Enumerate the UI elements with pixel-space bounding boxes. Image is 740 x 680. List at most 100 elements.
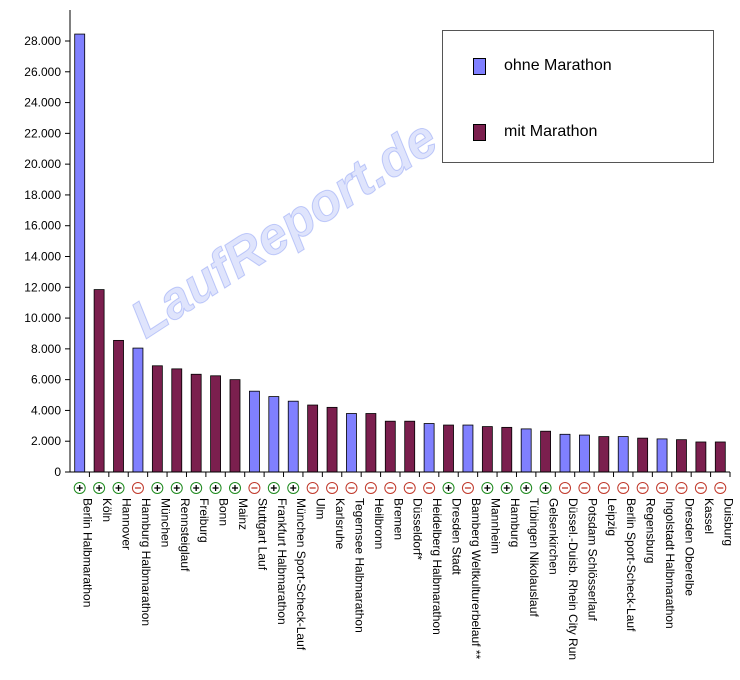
plus-circle-icon <box>190 482 203 494</box>
y-tick-label: 8.000 <box>31 342 61 356</box>
legend-label-ohne: ohne Marathon <box>504 57 612 74</box>
x-axis <box>70 471 731 477</box>
minus-circle-icon <box>578 482 591 494</box>
x-tick-label: Bamberg Weltkulturerbelauf ** <box>469 498 483 660</box>
bar <box>617 436 629 473</box>
x-tick-label: Mannheim <box>488 498 502 554</box>
y-tick-label: 10.000 <box>24 311 61 325</box>
y-tick-label: 28.000 <box>24 34 61 48</box>
plus-circle-icon <box>287 482 300 494</box>
plus-circle-icon <box>93 482 106 494</box>
plus-circle-icon <box>112 482 125 494</box>
y-tick-label: 0 <box>54 465 61 479</box>
x-tick-label: Dresden Stadt <box>450 498 464 575</box>
x-tick-label: Ingolstadt Halbmarathon <box>663 498 677 629</box>
legend-label-mit: mit Marathon <box>504 123 598 140</box>
x-tick-label: Ulm <box>314 498 328 519</box>
bar <box>404 420 416 473</box>
plus-circle-icon <box>209 482 222 494</box>
y-tick-label: 26.000 <box>24 65 61 79</box>
x-tick-label: Duisburg <box>721 498 735 546</box>
x-tick-label: Hamburg <box>508 498 522 547</box>
bars <box>74 33 726 473</box>
plus-circle-icon <box>151 482 164 494</box>
plus-circle-icon <box>170 482 183 494</box>
minus-circle-icon <box>559 482 571 494</box>
bar <box>268 396 280 473</box>
plus-circle-icon <box>481 482 494 494</box>
minus-circle-icon <box>403 482 416 494</box>
plus-circle-icon <box>520 482 533 494</box>
plus-circle-icon <box>539 482 552 494</box>
bar <box>210 375 221 473</box>
bar <box>132 347 144 473</box>
bar <box>579 434 590 473</box>
x-tick-label: Düssel.-Duisb. Rhein City Run <box>566 498 580 660</box>
y-tick-label: 18.000 <box>24 188 61 202</box>
x-tick-label: Berlin Halbmarathon <box>81 498 95 607</box>
minus-circle-icon <box>656 482 669 494</box>
bar <box>74 33 86 473</box>
x-tick-label: Bonn <box>217 498 231 526</box>
plus-circle-icon <box>229 482 241 494</box>
x-tick-label: Mainz <box>236 498 250 530</box>
y-tick-label: 22.000 <box>24 126 61 140</box>
x-tick-label: Potsdam Schlösserlauf <box>585 498 599 621</box>
x-tick-label: Heidelberg Halbmarathon <box>430 498 444 635</box>
x-tick-label: Hamburg Halbmarathon <box>139 498 153 626</box>
bar <box>229 379 241 473</box>
x-tick-label: Bremen <box>391 498 405 540</box>
plus-circle-icon <box>500 482 513 494</box>
x-tick-label: München Sport-Scheck-Lauf <box>294 498 308 651</box>
minus-circle-icon <box>345 482 358 494</box>
legend: ohne Marathon mit Marathon <box>442 30 714 163</box>
bar <box>637 437 649 473</box>
bar <box>151 365 163 473</box>
x-tick-label: Tübingen Nikolauslauf <box>527 498 541 617</box>
bar <box>501 426 513 473</box>
x-tick-label: Leipzig <box>605 498 619 536</box>
minus-circle-icon <box>714 482 727 494</box>
bar <box>287 400 299 473</box>
x-tick-label: Hannover <box>120 498 134 550</box>
bar <box>249 390 260 473</box>
x-tick-label: Karlsruhe <box>333 498 347 550</box>
x-tick-label: Regensburg <box>644 498 658 563</box>
y-tick-label: 4.000 <box>31 403 61 417</box>
x-tick-label: Dresden Oberelbe <box>682 498 696 596</box>
minus-circle-icon <box>597 482 610 494</box>
minus-circle-icon <box>131 482 144 494</box>
bar <box>656 438 668 473</box>
x-tick-labels: Berlin Halbmarathon Köln Hannover Hamburg H… <box>81 498 736 660</box>
x-tick-label: Rennsteiglauf <box>178 498 192 572</box>
minus-circle-icon <box>326 482 339 494</box>
bar <box>695 441 707 473</box>
y-tick-label: 20.000 <box>24 157 61 171</box>
minus-circle-icon <box>694 482 707 494</box>
minus-circle-icon <box>364 482 377 494</box>
bar <box>540 430 551 473</box>
legend-swatch-ohne <box>473 57 486 75</box>
minus-circle-icon <box>617 482 630 494</box>
minus-circle-icon <box>306 482 319 494</box>
bar <box>93 289 105 473</box>
y-tick-label: 16.000 <box>24 219 61 233</box>
bar <box>365 413 377 473</box>
bar <box>598 436 610 473</box>
minus-circle-icon <box>384 482 397 494</box>
bar <box>676 439 687 473</box>
bar <box>423 423 435 473</box>
plus-circle-icon <box>73 482 86 494</box>
legend-item-ohne: ohne Marathon <box>473 57 612 75</box>
trend-icons <box>73 482 727 494</box>
x-tick-label: Tegernsee Halbmarathon <box>352 498 366 633</box>
minus-circle-icon <box>248 482 261 494</box>
minus-circle-icon <box>636 482 649 494</box>
x-tick-label: Stuttgart Lauf <box>255 498 269 571</box>
bar <box>520 428 532 473</box>
y-tick-label: 24.000 <box>24 96 61 110</box>
plus-circle-icon <box>442 482 455 494</box>
x-tick-label: Heilbronn <box>372 498 386 549</box>
x-tick-label: München <box>158 498 172 547</box>
